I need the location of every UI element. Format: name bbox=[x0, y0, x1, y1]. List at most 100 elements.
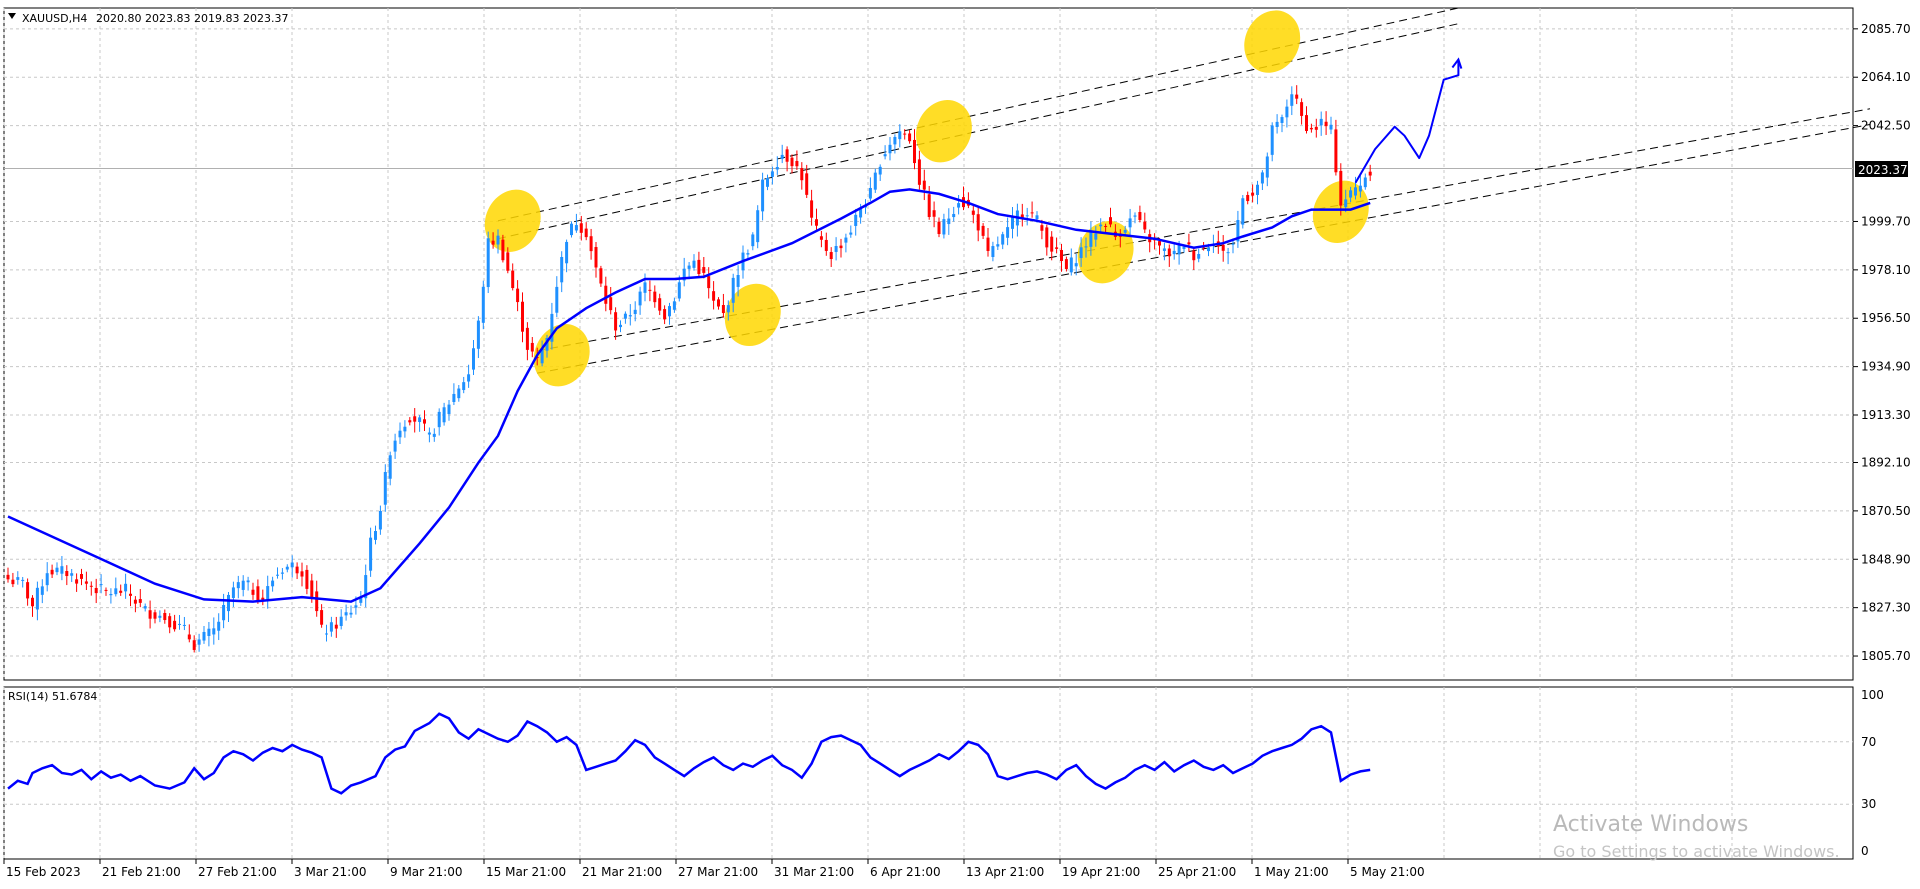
candle-body bbox=[99, 584, 103, 586]
time-tick-label: 6 Apr 21:00 bbox=[870, 865, 941, 879]
candle-body bbox=[1089, 230, 1093, 247]
candle-body bbox=[638, 291, 642, 306]
price-tick-label: 2064.10 bbox=[1861, 70, 1911, 84]
candle-body bbox=[1275, 121, 1279, 128]
candle-body bbox=[756, 210, 760, 243]
collapse-triangle-icon[interactable] bbox=[8, 13, 16, 19]
candle-body bbox=[305, 569, 309, 589]
rsi-tick-label: 0 bbox=[1861, 844, 1869, 858]
price-tick-label: 1805.70 bbox=[1861, 649, 1911, 663]
time-tick-label: 27 Mar 21:00 bbox=[678, 865, 758, 879]
candle-body bbox=[790, 157, 794, 167]
candle-body bbox=[785, 149, 789, 162]
candle-body bbox=[672, 301, 676, 310]
candle-body bbox=[1040, 225, 1044, 231]
candle-body bbox=[1084, 246, 1088, 248]
rsi-tick-label: 30 bbox=[1861, 797, 1876, 811]
candle-body bbox=[50, 569, 54, 575]
candle-body bbox=[761, 179, 765, 212]
candle-body bbox=[986, 237, 990, 251]
candle-body bbox=[89, 585, 93, 587]
candle-body bbox=[1069, 257, 1073, 273]
candle-body bbox=[1358, 185, 1362, 192]
candle-body bbox=[241, 580, 245, 590]
candle-body bbox=[854, 214, 858, 226]
candle-body bbox=[721, 305, 725, 314]
time-axis[interactable]: 15 Feb 2023 21 Feb 21:00 27 Feb 21:00 3 Mar… bbox=[3, 859, 1425, 879]
candle-body bbox=[1305, 115, 1308, 131]
candle-body bbox=[236, 582, 240, 589]
candle-body bbox=[1060, 249, 1063, 261]
candle-body bbox=[369, 537, 373, 571]
candle-body bbox=[84, 581, 88, 584]
candle-body bbox=[359, 596, 363, 603]
candle-body bbox=[266, 586, 270, 602]
candle-body bbox=[158, 615, 162, 618]
candle-body bbox=[1158, 241, 1161, 246]
price-tick-label: 1978.10 bbox=[1861, 263, 1911, 277]
candle-body bbox=[516, 288, 520, 303]
price-axis[interactable]: 2085.70 2064.10 2042.50 1999.70 1978.10 1956.… bbox=[1853, 22, 1911, 663]
candle-body bbox=[829, 252, 833, 260]
time-tick-label: 19 Apr 21:00 bbox=[1062, 865, 1140, 879]
candle-body bbox=[942, 219, 946, 235]
candle-body bbox=[1064, 259, 1068, 269]
candle-body bbox=[540, 348, 544, 364]
candle-body bbox=[168, 616, 172, 628]
candle-body bbox=[1236, 219, 1240, 242]
candle-body bbox=[271, 580, 275, 587]
candle-body bbox=[104, 589, 108, 591]
price-tick-label: 1827.30 bbox=[1861, 601, 1911, 615]
price-tick-label: 1999.70 bbox=[1861, 214, 1911, 228]
time-tick-label: 9 Mar 21:00 bbox=[390, 865, 463, 879]
candle-body bbox=[859, 208, 863, 218]
candle-body bbox=[143, 606, 147, 609]
candle-body bbox=[1099, 224, 1103, 227]
candle-body bbox=[1167, 248, 1171, 257]
candle-body bbox=[276, 574, 279, 576]
candle-body bbox=[623, 313, 627, 319]
candle-body bbox=[124, 583, 128, 592]
candle-body bbox=[1172, 250, 1176, 255]
candle-body bbox=[893, 136, 897, 145]
candle-body bbox=[16, 577, 20, 580]
candle-body bbox=[584, 228, 588, 238]
candle-body bbox=[349, 612, 353, 615]
price-tick-label: 2042.50 bbox=[1861, 119, 1911, 133]
activate-windows-subtitle: Go to Settings to activate Windows. bbox=[1553, 842, 1840, 861]
candle-body bbox=[707, 276, 711, 289]
candle-body bbox=[888, 144, 892, 154]
candle-body bbox=[388, 455, 392, 479]
candle-body bbox=[780, 154, 784, 159]
candle-body bbox=[476, 320, 480, 349]
candle-body bbox=[231, 587, 235, 598]
candle-body bbox=[109, 593, 113, 596]
candle-body bbox=[712, 291, 716, 301]
candle-body bbox=[1006, 227, 1010, 238]
candle-body bbox=[525, 327, 529, 350]
candle-body bbox=[227, 594, 230, 612]
candle-body bbox=[325, 633, 328, 635]
candle-body bbox=[153, 612, 157, 619]
candle-body bbox=[1221, 244, 1225, 251]
candle-body bbox=[70, 573, 74, 576]
candle-body bbox=[731, 277, 735, 303]
price-tick-label: 1892.10 bbox=[1861, 455, 1911, 469]
candle-body bbox=[1324, 121, 1328, 127]
candle-body bbox=[217, 621, 221, 631]
candle-body bbox=[354, 605, 358, 608]
candle-body bbox=[1207, 247, 1210, 252]
rsi-tick-label: 100 bbox=[1861, 688, 1884, 702]
candle-body bbox=[432, 433, 436, 437]
rsi-series bbox=[7, 712, 1371, 795]
candle-body bbox=[1011, 217, 1014, 229]
candle-body bbox=[486, 238, 490, 288]
candle-body bbox=[138, 599, 142, 603]
candle-body bbox=[383, 471, 387, 505]
candle-body bbox=[467, 374, 471, 382]
candle-body bbox=[839, 245, 843, 249]
time-tick-label: 21 Feb 21:00 bbox=[102, 865, 181, 879]
candle-body bbox=[1349, 190, 1353, 198]
